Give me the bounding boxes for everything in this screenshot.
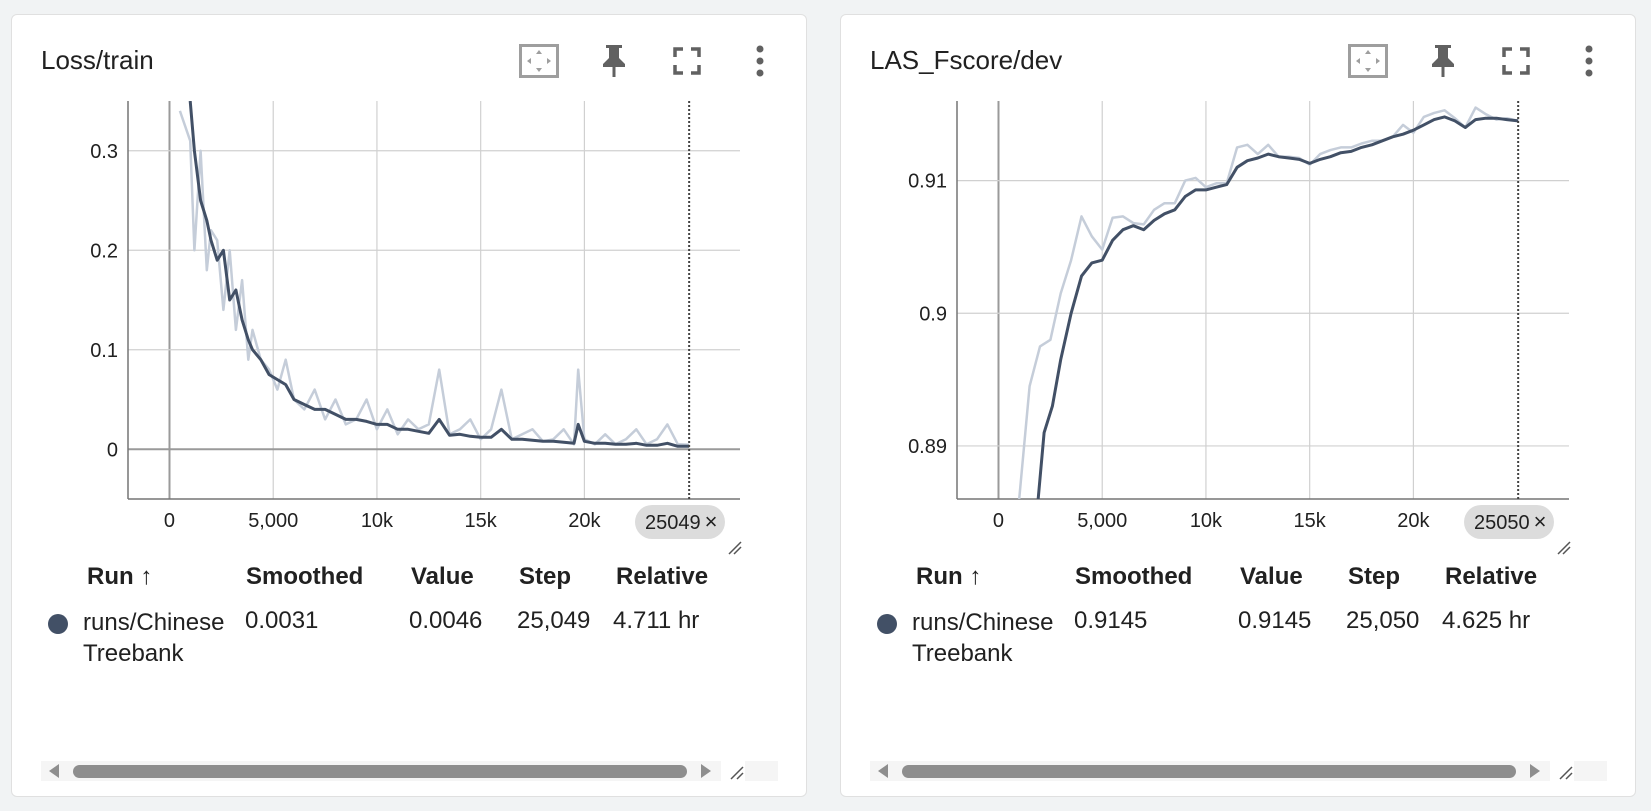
smoothed-series-line[interactable] bbox=[188, 101, 690, 448]
table-resize-corner[interactable] bbox=[721, 761, 745, 781]
fullscreen-button[interactable] bbox=[1494, 41, 1538, 81]
relative-value: 4.625 hr bbox=[1442, 607, 1531, 634]
card-title: Loss/train bbox=[41, 45, 154, 75]
fit-domain-icon bbox=[519, 44, 559, 78]
x-tick-label: 15k bbox=[1294, 510, 1327, 532]
resize-icon[interactable] bbox=[1557, 541, 1571, 555]
raw-series-line[interactable] bbox=[178, 110, 690, 446]
step-chip-label: 25050 bbox=[1474, 512, 1530, 534]
header-value[interactable]: Value bbox=[411, 563, 474, 590]
close-icon[interactable]: × bbox=[1533, 509, 1547, 534]
resize-icon bbox=[730, 766, 744, 780]
x-tick-label: 0 bbox=[164, 510, 175, 532]
header-relative[interactable]: Relative bbox=[616, 563, 709, 590]
smoothed-series-line[interactable] bbox=[1028, 115, 1519, 632]
step-value: 25,049 bbox=[517, 607, 591, 634]
header-step[interactable]: Step bbox=[1348, 563, 1401, 590]
smoothed-value: 0.9145 bbox=[1074, 607, 1148, 634]
table-resize-corner[interactable] bbox=[1550, 761, 1574, 781]
raw-value: 0.0046 bbox=[409, 607, 483, 634]
run-color-dot bbox=[877, 614, 897, 634]
line-chart[interactable]: 0 5,000 10k 15k 20k 0 0.1 0.2 0.3 bbox=[12, 15, 808, 580]
horizontal-scrollbar[interactable] bbox=[870, 761, 1607, 781]
y-tick-label: 0.9 bbox=[919, 303, 947, 325]
scroll-left-icon[interactable] bbox=[878, 764, 888, 778]
fullscreen-button[interactable] bbox=[665, 41, 709, 81]
fit-domain-button[interactable] bbox=[517, 41, 561, 81]
step-chip[interactable]: 25049 × bbox=[635, 505, 726, 539]
series-group bbox=[178, 101, 690, 448]
x-tick-label: 0 bbox=[993, 510, 1004, 532]
chart-svg[interactable]: 0 5,000 10k 15k 20k 0.89 0.9 0.91 bbox=[841, 15, 1637, 575]
header-run[interactable]: Run ↑ bbox=[916, 563, 982, 590]
header-value[interactable]: Value bbox=[1240, 563, 1303, 590]
pin-button[interactable] bbox=[592, 41, 636, 81]
y-tick-label: 0 bbox=[107, 439, 118, 461]
scrollbar-thumb[interactable] bbox=[73, 765, 687, 778]
card-title: LAS_Fscore/dev bbox=[870, 45, 1063, 75]
resize-icon bbox=[1559, 766, 1573, 780]
run-color-dot bbox=[48, 614, 68, 634]
pin-button[interactable] bbox=[1421, 41, 1465, 81]
resize-icon[interactable] bbox=[728, 541, 742, 555]
scroll-right-icon[interactable] bbox=[1530, 764, 1540, 778]
line-chart[interactable]: 0 5,000 10k 15k 20k 0.89 0.9 0.91 bbox=[841, 15, 1637, 580]
y-tick-label: 0.3 bbox=[90, 141, 118, 163]
x-tick-label: 10k bbox=[361, 510, 394, 532]
header-step[interactable]: Step bbox=[519, 563, 572, 590]
series-group bbox=[1017, 106, 1519, 632]
more-options-button[interactable] bbox=[738, 41, 782, 81]
x-tick-label: 20k bbox=[568, 510, 601, 532]
scroll-left-icon[interactable] bbox=[49, 764, 59, 778]
chart-svg[interactable]: 0 5,000 10k 15k 20k 0 0.1 0.2 0.3 bbox=[12, 15, 808, 575]
x-tick-label: 5,000 bbox=[248, 510, 298, 532]
scrollbar-thumb[interactable] bbox=[902, 765, 1516, 778]
x-tick-label: 15k bbox=[465, 510, 498, 532]
fit-domain-button[interactable] bbox=[1346, 41, 1390, 81]
chart-card-las-fscore-dev: LAS_Fscore/dev 0 5,000 10k 15k 20k 0.89 0.9 0.9… bbox=[840, 14, 1636, 797]
smoothed-value: 0.0031 bbox=[245, 607, 319, 634]
step-chip-label: 25049 bbox=[645, 512, 701, 534]
y-tick-label: 0.1 bbox=[90, 340, 118, 362]
scroll-right-icon[interactable] bbox=[701, 764, 711, 778]
header-smoothed[interactable]: Smoothed bbox=[1075, 563, 1193, 590]
fullscreen-icon bbox=[673, 47, 701, 75]
pin-icon bbox=[1432, 45, 1454, 77]
run-name: runs/Chinese Treebank bbox=[83, 609, 225, 667]
pin-icon bbox=[603, 45, 625, 77]
step-chip[interactable]: 25050 × bbox=[1464, 505, 1555, 539]
y-tick-label: 0.2 bbox=[90, 240, 118, 262]
raw-value: 0.9145 bbox=[1238, 607, 1312, 634]
more-vert-icon bbox=[756, 45, 764, 77]
more-vert-icon bbox=[1585, 45, 1593, 77]
raw-series-line[interactable] bbox=[1017, 106, 1519, 499]
relative-value: 4.711 hr bbox=[613, 607, 700, 634]
horizontal-scrollbar[interactable] bbox=[41, 761, 778, 781]
y-tick-label: 0.89 bbox=[908, 436, 947, 458]
y-tick-label: 0.91 bbox=[908, 171, 947, 193]
step-value: 25,050 bbox=[1346, 607, 1420, 634]
more-options-button[interactable] bbox=[1567, 41, 1611, 81]
header-run[interactable]: Run ↑ bbox=[87, 563, 153, 590]
chart-card-loss-train: Loss/train 0 5,000 10k 15k 20k 0 0.1 0.2 0.3 250… bbox=[11, 14, 807, 797]
x-tick-label: 5,000 bbox=[1077, 510, 1127, 532]
close-icon[interactable]: × bbox=[704, 509, 718, 534]
header-relative[interactable]: Relative bbox=[1445, 563, 1538, 590]
x-tick-label: 10k bbox=[1190, 510, 1223, 532]
header-smoothed[interactable]: Smoothed bbox=[246, 563, 364, 590]
fit-domain-icon bbox=[1348, 44, 1388, 78]
fullscreen-icon bbox=[1502, 47, 1530, 75]
run-name: runs/Chinese Treebank bbox=[912, 609, 1054, 667]
x-tick-label: 20k bbox=[1397, 510, 1430, 532]
